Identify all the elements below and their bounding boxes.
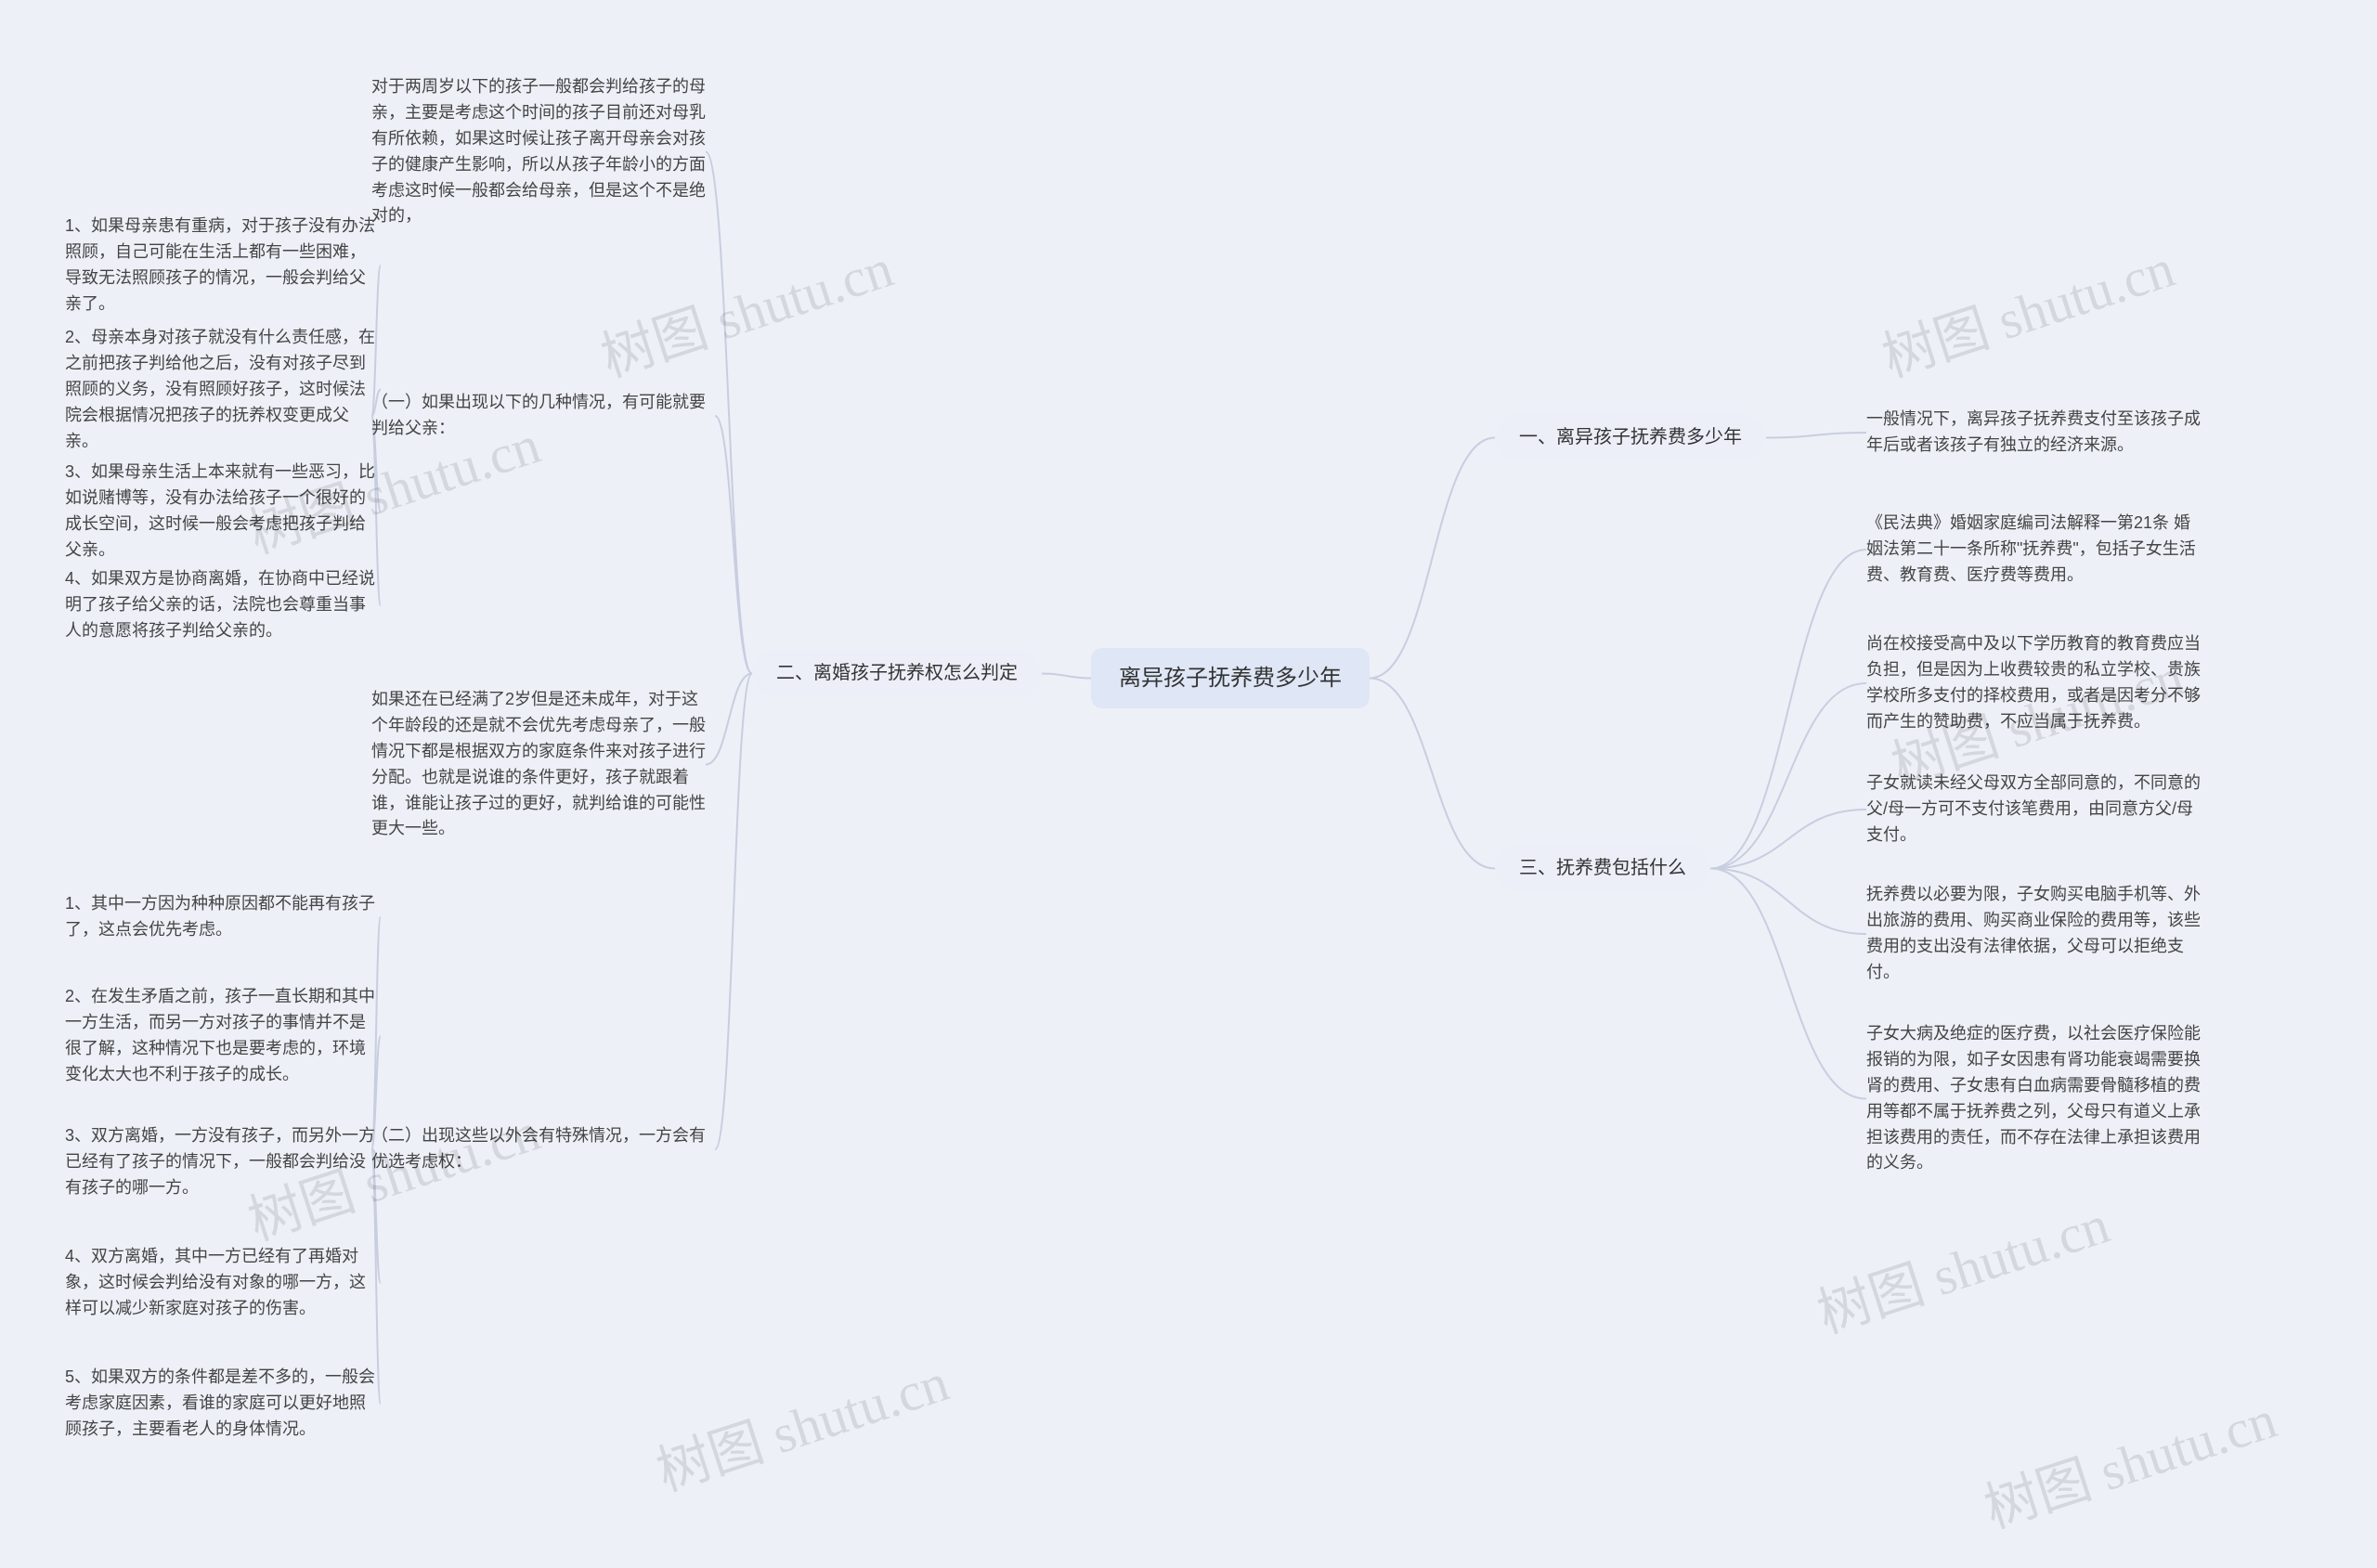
- leaf-left-sub1-3: 4、如果双方是协商离婚，在协商中已经说明了孩子给父亲的话，法院也会尊重当事人的意…: [65, 566, 381, 644]
- subbranch-left-1[interactable]: （一）如果出现以下的几种情况，有可能就要判给父亲：: [371, 390, 715, 442]
- leaf-text: 尚在校接受高中及以下学历教育的教育费应当负担，但是因为上收费较贵的私立学校、贵族…: [1866, 634, 2201, 731]
- leaf-text: 抚养费以必要为限，子女购买电脑手机等、外出旅游的费用、购买商业保险的费用等，该些…: [1866, 885, 2201, 981]
- leaf-text: 4、双方离婚，其中一方已经有了再婚对象，这时候会判给没有对象的哪一方，这样可以减…: [65, 1247, 366, 1317]
- leaf-text: 《民法典》婚姻家庭编司法解释一第21条 婚姻法第二十一条所称"抚养费"，包括子女…: [1866, 513, 2196, 584]
- leaf-right-2-3: 抚养费以必要为限，子女购买电脑手机等、外出旅游的费用、购买商业保险的费用等，该些…: [1866, 882, 2201, 986]
- leaf-text: 5、如果双方的条件都是差不多的，一般会考虑家庭因素，看谁的家庭可以更好地照顾孩子…: [65, 1367, 375, 1438]
- leaf-left-sub2-1: 2、在发生矛盾之前，孩子一直长期和其中一方生活，而另一方对孩子的事情并不是很了解…: [65, 984, 381, 1088]
- subbranch-label: （二）出现这些以外会有特殊情况，一方会有优选考虑权：: [371, 1126, 706, 1171]
- leaf-right-2-2: 子女就读未经父母双方全部同意的，不同意的父/母一方可不支付该笔费用，由同意方父/…: [1866, 771, 2201, 849]
- branch-label: 一、离异孩子抚养费多少年: [1519, 427, 1742, 447]
- leaf-text: 2、母亲本身对孩子就没有什么责任感，在之前把孩子判给他之后，没有对孩子尽到照顾的…: [65, 328, 375, 450]
- leaf-left-sub1-1: 2、母亲本身对孩子就没有什么责任感，在之前把孩子判给他之后，没有对孩子尽到照顾的…: [65, 325, 381, 454]
- leaf-text: 1、如果母亲患有重病，对于孩子没有办法照顾，自己可能在生活上都有一些困难，导致无…: [65, 216, 375, 313]
- leaf-left-sub2-3: 4、双方离婚，其中一方已经有了再婚对象，这时候会判给没有对象的哪一方，这样可以减…: [65, 1244, 381, 1322]
- leaf-text: 1、其中一方因为种种原因都不能再有孩子了，这点会优先考虑。: [65, 894, 375, 939]
- watermark: 树图 shutu.cn: [645, 1339, 956, 1506]
- subbranch-label: （一）如果出现以下的几种情况，有可能就要判给父亲：: [371, 393, 706, 437]
- leaf-left-sub2-2: 3、双方离婚，一方没有孩子，而另外一方已经有了孩子的情况下，一般都会判给没有孩子…: [65, 1123, 381, 1201]
- leaf-left-sub2-0: 1、其中一方因为种种原因都不能再有孩子了，这点会优先考虑。: [65, 891, 381, 943]
- leaf-text: 3、双方离婚，一方没有孩子，而另外一方已经有了孩子的情况下，一般都会判给没有孩子…: [65, 1126, 375, 1197]
- watermark: 树图 shutu.cn: [1973, 1376, 2284, 1543]
- leaf-text: 对于两周岁以下的孩子一般都会判给孩子的母亲，主要是考虑这个时间的孩子目前还对母乳…: [371, 77, 706, 225]
- leaf-text: 3、如果母亲生活上本来就有一些恶习，比如说赌博等，没有办法给孩子一个很好的成长空…: [65, 462, 375, 559]
- branch-right-2[interactable]: 三、抚养费包括什么: [1495, 845, 1710, 892]
- branch-label: 二、离婚孩子抚养权怎么判定: [776, 663, 1018, 683]
- watermark: 树图 shutu.cn: [1871, 225, 2182, 392]
- leaf-left-sub1-0: 1、如果母亲患有重病，对于孩子没有办法照顾，自己可能在生活上都有一些困难，导致无…: [65, 214, 381, 317]
- leaf-right-2-0: 《民法典》婚姻家庭编司法解释一第21条 婚姻法第二十一条所称"抚养费"，包括子女…: [1866, 511, 2201, 589]
- leaf-right-1: 一般情况下，离异孩子抚养费支付至该孩子成年后或者该孩子有独立的经济来源。: [1866, 407, 2201, 459]
- leaf-left-intro2: 如果还在已经满了2岁但是还未成年，对于这个年龄段的还是就不会优先考虑母亲了，一般…: [371, 687, 706, 842]
- root-label: 离异孩子抚养费多少年: [1119, 666, 1342, 691]
- leaf-left-sub1-2: 3、如果母亲生活上本来就有一些恶习，比如说赌博等，没有办法给孩子一个很好的成长空…: [65, 460, 381, 564]
- leaf-left-intro1: 对于两周岁以下的孩子一般都会判给孩子的母亲，主要是考虑这个时间的孩子目前还对母乳…: [371, 74, 706, 229]
- watermark: 树图 shutu.cn: [590, 225, 901, 392]
- leaf-right-2-1: 尚在校接受高中及以下学历教育的教育费应当负担，但是因为上收费较贵的私立学校、贵族…: [1866, 631, 2201, 735]
- branch-right-1[interactable]: 一、离异孩子抚养费多少年: [1495, 414, 1766, 461]
- leaf-text: 子女大病及绝症的医疗费，以社会医疗保险能报销的为限，如子女因患有肾功能衰竭需要换…: [1866, 1024, 2201, 1172]
- leaf-text: 子女就读未经父母双方全部同意的，不同意的父/母一方可不支付该笔费用，由同意方父/…: [1866, 773, 2201, 844]
- leaf-text: 如果还在已经满了2岁但是还未成年，对于这个年龄段的还是就不会优先考虑母亲了，一般…: [371, 690, 706, 837]
- branch-left-1[interactable]: 二、离婚孩子抚养权怎么判定: [752, 650, 1042, 697]
- leaf-right-2-4: 子女大病及绝症的医疗费，以社会医疗保险能报销的为限，如子女因患有肾功能衰竭需要换…: [1866, 1021, 2201, 1176]
- leaf-text: 4、如果双方是协商离婚，在协商中已经说明了孩子给父亲的话，法院也会尊重当事人的意…: [65, 569, 375, 640]
- watermark: 树图 shutu.cn: [1806, 1181, 2117, 1348]
- leaf-text: 一般情况下，离异孩子抚养费支付至该孩子成年后或者该孩子有独立的经济来源。: [1866, 409, 2201, 454]
- leaf-text: 2、在发生矛盾之前，孩子一直长期和其中一方生活，而另一方对孩子的事情并不是很了解…: [65, 987, 375, 1083]
- branch-label: 三、抚养费包括什么: [1519, 858, 1686, 878]
- subbranch-left-2[interactable]: （二）出现这些以外会有特殊情况，一方会有优选考虑权：: [371, 1123, 715, 1175]
- root-node[interactable]: 离异孩子抚养费多少年: [1091, 648, 1370, 708]
- leaf-left-sub2-4: 5、如果双方的条件都是差不多的，一般会考虑家庭因素，看谁的家庭可以更好地照顾孩子…: [65, 1365, 381, 1443]
